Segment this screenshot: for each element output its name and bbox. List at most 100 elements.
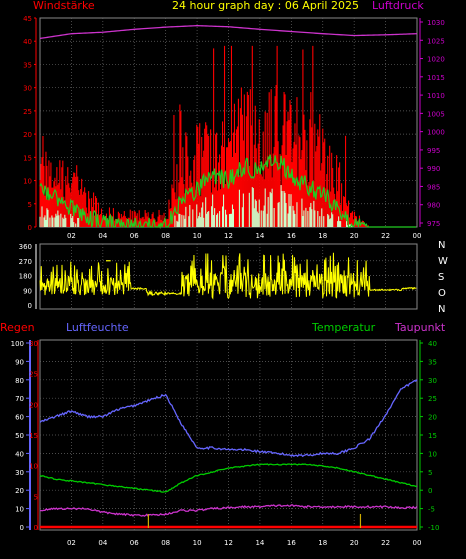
humidity-tick-label: 90 <box>15 358 24 366</box>
x-tick-label: 12 <box>224 539 233 547</box>
x-tick-label: 22 <box>381 539 390 547</box>
pressure-axis-title: Luftdruck <box>372 0 424 12</box>
direction-tick-label: 90 <box>23 287 32 295</box>
rain-tick-label: 20 <box>29 401 38 409</box>
wind-tick-label: 15 <box>23 154 32 162</box>
pressure-tick-label: 975 <box>427 220 440 228</box>
rain-tick-label: 10 <box>29 463 38 471</box>
rain-tick-label: 15 <box>29 432 38 440</box>
climate-plot-area <box>39 339 418 531</box>
x-tick-label: 04 <box>98 232 107 240</box>
dewpoint-line <box>39 504 418 518</box>
humidity-tick-label: 10 <box>15 506 24 514</box>
wind-tick-label: 45 <box>23 15 32 23</box>
wind-tick-label: 30 <box>23 85 32 93</box>
x-tick-label: 02 <box>67 539 76 547</box>
direction-tick-label: 0 <box>28 302 32 310</box>
pressure-tick-label: 1010 <box>427 92 445 100</box>
rain-tick-label: 30 <box>29 340 38 348</box>
temperature-tick-label: 5 <box>428 469 432 477</box>
compass-label: W <box>438 256 448 267</box>
x-tick-label: 10 <box>193 232 202 240</box>
pressure-tick-label: 1020 <box>427 56 445 64</box>
pressure-tick-label: 1000 <box>427 129 445 137</box>
humidity-tick-label: 80 <box>15 377 24 385</box>
humidity-tick-label: 100 <box>11 340 24 348</box>
pressure-tick-label: 990 <box>427 165 440 173</box>
pressure-tick-label: 1030 <box>427 19 445 27</box>
temperature-tick-label: 25 <box>428 395 437 403</box>
x-tick-label: 00 <box>413 232 422 240</box>
wind-tick-label: 20 <box>23 131 32 139</box>
temperature-line <box>39 463 418 493</box>
humidity-tick-label: 70 <box>15 395 24 403</box>
pressure-line <box>39 25 418 40</box>
x-tick-label: 12 <box>224 232 233 240</box>
x-tick-label: 18 <box>318 539 327 547</box>
wind-direction-line <box>39 252 417 300</box>
x-tick-label: 10 <box>193 539 202 547</box>
humidity-tick-label: 50 <box>15 432 24 440</box>
compass-label: N <box>438 240 445 251</box>
direction-tick-label: 270 <box>19 258 32 266</box>
pressure-tick-label: 1005 <box>427 110 445 118</box>
wind-tick-label: 10 <box>23 178 32 186</box>
direction-tick-label: 360 <box>19 243 32 251</box>
x-tick-label: 16 <box>287 232 296 240</box>
humidity-tick-label: 0 <box>20 524 24 532</box>
x-tick-label: 08 <box>161 539 170 547</box>
x-tick-label: 18 <box>318 232 327 240</box>
compass-label: O <box>438 288 446 299</box>
wind-min-series <box>39 185 354 227</box>
wind-pressure-panel: 0510152025303540459759809859909951000100… <box>23 15 445 240</box>
x-tick-label: 02 <box>67 232 76 240</box>
x-tick-label: 14 <box>255 539 264 547</box>
wind-tick-label: 35 <box>23 61 32 69</box>
rain-axis-title: Regen <box>0 321 35 334</box>
x-tick-label: 06 <box>130 232 139 240</box>
rain-tick-label: 0 <box>34 524 38 532</box>
humidity-tick-label: 30 <box>15 469 24 477</box>
chart-title: 24 hour graph day : 06 April 2025 <box>172 0 359 12</box>
x-tick-label: 20 <box>350 539 359 547</box>
wind-tick-label: 5 <box>28 201 32 209</box>
x-tick-label: 06 <box>130 539 139 547</box>
temperature-tick-label: 30 <box>428 377 437 385</box>
pressure-tick-label: 1015 <box>427 74 445 82</box>
humidity-line <box>39 379 418 458</box>
temperature-tick-label: -10 <box>428 524 439 532</box>
temperature-tick-label: 35 <box>428 358 437 366</box>
x-tick-label: 14 <box>255 232 264 240</box>
pressure-tick-label: 1025 <box>427 37 445 45</box>
rain-tick-label: 5 <box>34 493 38 501</box>
temperature-axis-title: Temperatur <box>311 321 376 334</box>
x-tick-label: 22 <box>381 232 390 240</box>
wind-axis-title: Windstärke <box>33 0 95 12</box>
direction-tick-label: 180 <box>19 273 32 281</box>
temperature-tick-label: 15 <box>428 432 437 440</box>
humidity-tick-label: 60 <box>15 414 24 422</box>
pressure-tick-label: 995 <box>427 147 440 155</box>
wind-tick-label: 40 <box>23 38 32 46</box>
temperature-tick-label: 20 <box>428 414 437 422</box>
wind-average-line <box>39 154 417 230</box>
compass-label: S <box>438 272 444 283</box>
humidity-temperature-panel: 0102030405060708090100051015202530-10-50… <box>11 339 439 547</box>
x-tick-label: 04 <box>98 539 107 547</box>
x-tick-label: 00 <box>413 539 422 547</box>
rain-tick-label: 25 <box>29 371 38 379</box>
humidity-tick-label: 40 <box>15 450 24 458</box>
compass-label: N <box>438 304 445 315</box>
x-tick-label: 08 <box>161 232 170 240</box>
dewpoint-axis-title: Taupunkt <box>394 321 446 334</box>
temperature-tick-label: 10 <box>428 450 437 458</box>
wind-tick-label: 25 <box>23 108 32 116</box>
x-tick-label: 16 <box>287 539 296 547</box>
temperature-tick-label: 40 <box>428 340 437 348</box>
humidity-tick-label: 20 <box>15 487 24 495</box>
temperature-tick-label: 0 <box>428 487 432 495</box>
pressure-tick-label: 980 <box>427 202 440 210</box>
